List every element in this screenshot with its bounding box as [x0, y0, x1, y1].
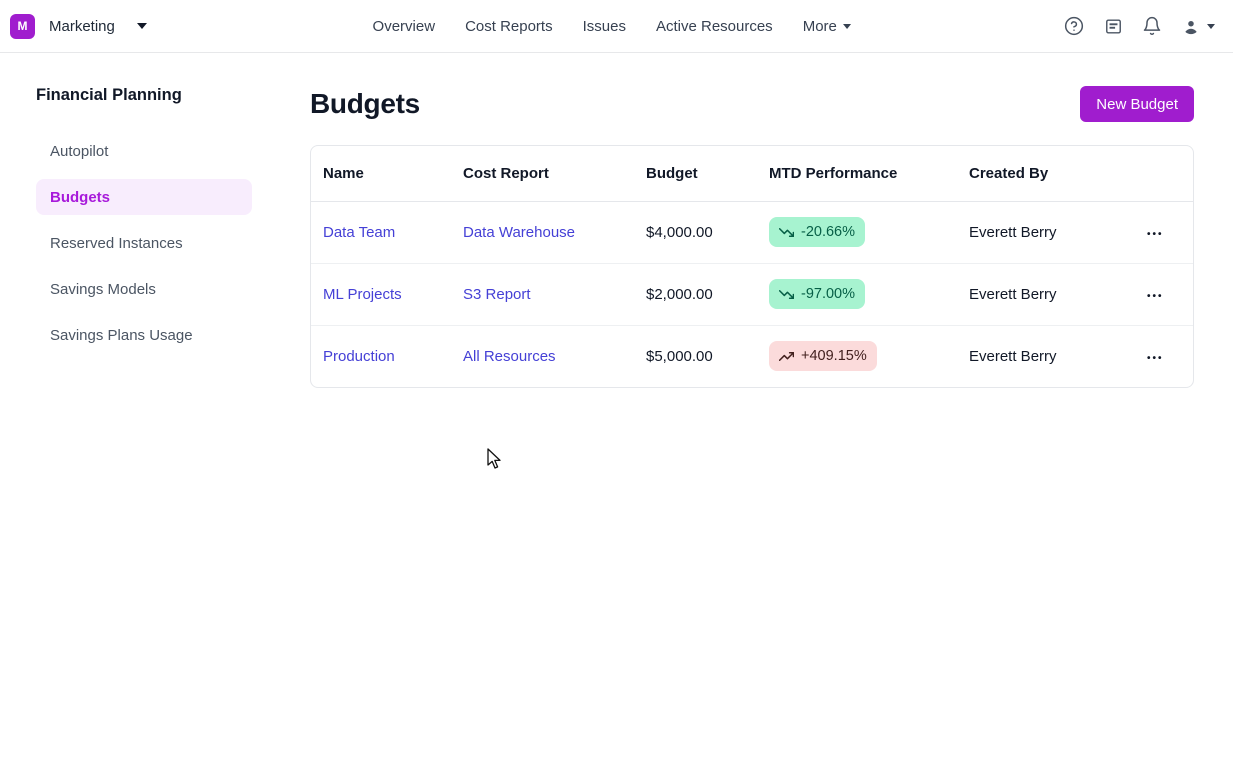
sidebar-item-reserved-instances[interactable]: Reserved Instances	[50, 234, 183, 252]
cost-report-link[interactable]: All Resources	[463, 347, 556, 365]
workspace-switcher[interactable]: M Marketing	[10, 13, 147, 39]
trending-down-icon	[779, 227, 794, 237]
budget-name-link[interactable]: ML Projects	[323, 285, 402, 303]
changelog-icon[interactable]	[1102, 15, 1124, 37]
main-content: Budgets New Budget Name Cost Report Budg…	[310, 53, 1194, 388]
mouse-cursor	[487, 448, 501, 469]
cost-report-link[interactable]: Data Warehouse	[463, 223, 576, 241]
col-header-budget: Budget	[634, 146, 757, 202]
mtd-performance-badge: +409.15%	[769, 341, 877, 372]
col-header-name: Name	[311, 146, 451, 202]
sidebar-heading: Financial Planning	[36, 86, 182, 104]
chevron-down-icon	[136, 23, 147, 29]
nav-issues[interactable]: Issues	[582, 18, 626, 35]
col-header-mtd-performance: MTD Performance	[757, 146, 957, 202]
nav-more[interactable]: More	[803, 18, 851, 35]
chevron-down-icon	[1207, 23, 1215, 29]
mtd-value: -97.00%	[801, 286, 856, 302]
workspace-name: Marketing	[49, 17, 115, 35]
budgets-table: Name Cost Report Budget MTD Performance …	[310, 145, 1194, 388]
chevron-down-icon	[842, 24, 851, 29]
workspace-logo: M	[10, 13, 35, 39]
nav-overview[interactable]: Overview	[372, 18, 436, 35]
budget-amount: $2,000.00	[634, 263, 757, 326]
created-by: Everett Berry	[957, 201, 1135, 264]
mtd-value: +409.15%	[801, 348, 867, 365]
table-row: Production All Resources $5,000.00 +409.…	[311, 325, 1193, 387]
col-header-created-by: Created By	[957, 146, 1135, 202]
sidebar-item-autopilot[interactable]: Autopilot	[50, 142, 109, 160]
mtd-performance-badge: -20.66%	[769, 217, 866, 247]
topbar: M Marketing Overview Cost Reports Issues…	[0, 0, 1233, 53]
mtd-value: -20.66%	[801, 224, 856, 240]
main-nav: Overview Cost Reports Issues Active Reso…	[373, 0, 851, 53]
row-actions-button[interactable]: •••	[1147, 228, 1164, 240]
table-header-row: Name Cost Report Budget MTD Performance …	[311, 146, 1193, 202]
nav-cost-reports[interactable]: Cost Reports	[465, 18, 553, 35]
sidebar-item-savings-plans-usage[interactable]: Savings Plans Usage	[50, 326, 193, 344]
table-row: Data Team Data Warehouse $4,000.00 -20.6…	[311, 201, 1193, 264]
col-header-actions	[1135, 146, 1193, 202]
trending-down-icon	[779, 289, 794, 299]
help-icon[interactable]	[1063, 15, 1085, 37]
notifications-icon[interactable]	[1141, 15, 1163, 37]
created-by: Everett Berry	[957, 263, 1135, 326]
budget-name-link[interactable]: Production	[323, 347, 395, 365]
table-row: ML Projects S3 Report $2,000.00 -97.00% …	[311, 263, 1193, 326]
row-actions-button[interactable]: •••	[1147, 290, 1164, 302]
topbar-actions	[1063, 15, 1215, 37]
sidebar: Financial Planning Autopilot Budgets Res…	[0, 53, 290, 766]
budget-name-link[interactable]: Data Team	[323, 223, 396, 241]
row-actions-button[interactable]: •••	[1147, 352, 1164, 364]
account-menu[interactable]	[1180, 15, 1215, 37]
new-budget-button[interactable]: New Budget	[1080, 86, 1194, 122]
mtd-performance-badge: -97.00%	[769, 279, 866, 309]
created-by: Everett Berry	[969, 347, 1057, 365]
nav-active-resources[interactable]: Active Resources	[655, 18, 773, 35]
budget-amount: $5,000.00	[646, 347, 713, 365]
nav-more-label: More	[802, 18, 837, 35]
page-title: Budgets	[310, 88, 420, 119]
sidebar-item-savings-models[interactable]: Savings Models	[50, 280, 156, 298]
account-icon	[1185, 20, 1197, 35]
budget-amount: $4,000.00	[634, 201, 757, 264]
trending-up-icon	[779, 351, 794, 361]
col-header-cost-report: Cost Report	[451, 146, 634, 202]
sidebar-item-budgets[interactable]: Budgets	[36, 179, 252, 215]
cost-report-link[interactable]: S3 Report	[463, 285, 531, 303]
